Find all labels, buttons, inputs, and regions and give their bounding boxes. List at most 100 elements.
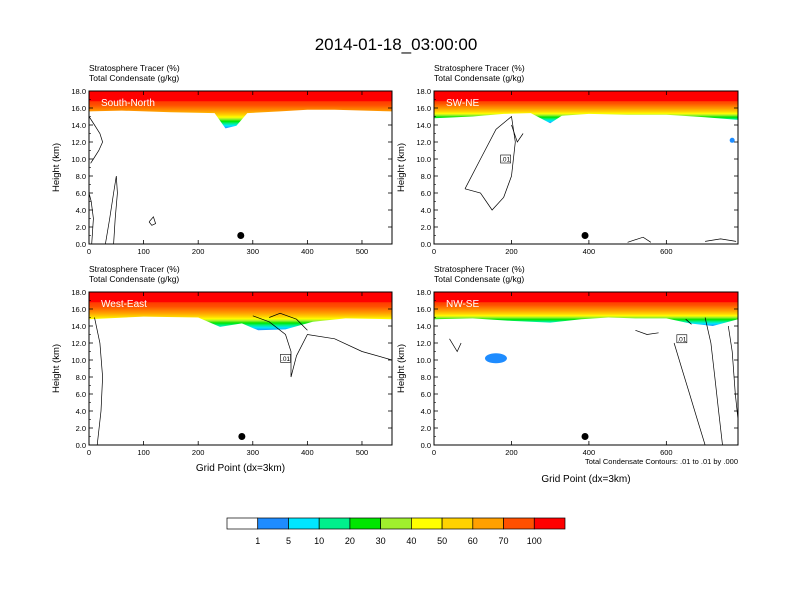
y-tick-label: 6.0 [421, 390, 431, 399]
y-tick-label: 6.0 [76, 189, 86, 198]
condensate-contour [704, 317, 723, 445]
x-axis-label: Grid Point (dx=3km) [196, 463, 285, 474]
tracer-max-band [434, 292, 738, 303]
panel-label: NW-SE [446, 299, 479, 310]
y-tick-label: 12.0 [71, 138, 86, 147]
colorbar-swatch [380, 517, 412, 530]
y-tick-label: 8.0 [76, 373, 86, 382]
colorbar-swatch [226, 517, 259, 530]
condensate-contour [705, 238, 737, 242]
colorbar-label: 60 [468, 536, 478, 546]
x-tick-label: 0 [432, 247, 436, 256]
x-tick-label: 0 [432, 448, 436, 457]
panel-nw-se: Stratosphere Tracer (%)Total Condensate … [396, 264, 739, 485]
x-tick-label: 0 [87, 448, 91, 457]
y-tick-label: 4.0 [76, 206, 86, 215]
y-tick-label: 4.0 [421, 407, 431, 416]
y-axis-label: Height (km) [51, 143, 62, 192]
tracer-max-band [434, 91, 738, 102]
x-tick-label: 200 [192, 448, 205, 457]
y-axis-label: Height (km) [396, 143, 407, 192]
y-tick-label: 0.0 [76, 441, 86, 450]
y-tick-label: 4.0 [421, 206, 431, 215]
y-tick-label: 2.0 [76, 223, 86, 232]
y-tick-label: 6.0 [76, 390, 86, 399]
subtitle-condensate: Total Condensate (g/kg) [434, 73, 524, 83]
x-tick-label: 400 [301, 448, 314, 457]
colorbar: 1 5 10 20 30 40 50 60 70 100 [226, 517, 566, 546]
colorbar-label: 20 [345, 536, 355, 546]
location-marker [238, 433, 246, 440]
condensate-contour [94, 317, 103, 445]
colorbar-swatch [318, 517, 351, 530]
panels: Stratosphere Tracer (%)Total Condensate … [51, 63, 739, 485]
panel-west-east: Stratosphere Tracer (%)Total Condensate … [51, 264, 393, 474]
subtitle-tracer: Stratosphere Tracer (%) [434, 63, 525, 73]
y-tick-label: 10.0 [416, 356, 431, 365]
condensate-contour [105, 175, 118, 244]
condensate-contour [627, 236, 652, 243]
panel-label: South-North [101, 98, 155, 109]
figure-title: 2014-01-18_03:00:00 [315, 35, 478, 54]
condensate-contour [464, 115, 516, 211]
x-tick-label: 0 [87, 247, 91, 256]
tracer-max-band [89, 91, 392, 102]
plot-background [434, 91, 738, 244]
colorbar-label: 50 [437, 536, 447, 546]
condensate-contour [673, 342, 706, 445]
x-tick-label: 400 [583, 448, 596, 457]
condensate-contour [449, 338, 462, 353]
y-tick-label: 14.0 [416, 322, 431, 331]
y-tick-label: 10.0 [416, 155, 431, 164]
y-tick-label: 18.0 [71, 87, 86, 96]
colorbar-label: 40 [406, 536, 416, 546]
x-tick-label: 200 [505, 247, 518, 256]
colorbar-swatch [288, 517, 320, 530]
x-tick-label: 600 [660, 247, 673, 256]
x-tick-label: 500 [356, 448, 369, 457]
y-tick-label: 14.0 [71, 322, 86, 331]
y-tick-label: 2.0 [76, 424, 86, 433]
contour-label-box [676, 334, 688, 344]
condensate-contour [635, 329, 659, 335]
y-tick-label: 2.0 [421, 223, 431, 232]
subtitle-tracer: Stratosphere Tracer (%) [89, 264, 180, 274]
y-tick-label: 8.0 [76, 172, 86, 181]
condensate-contour [148, 216, 157, 226]
tracer-blob [484, 353, 507, 364]
colorbar-label: 100 [527, 536, 542, 546]
colorbar-swatch [533, 517, 566, 530]
panel-sw-ne: Stratosphere Tracer (%)Total Condensate … [396, 63, 739, 256]
y-tick-label: 2.0 [421, 424, 431, 433]
tracer-max-band [89, 292, 392, 303]
y-tick-label: 10.0 [71, 155, 86, 164]
x-axis-label: Grid Point (dx=3km) [541, 474, 630, 485]
y-tick-label: 16.0 [71, 104, 86, 113]
y-tick-label: 12.0 [416, 339, 431, 348]
x-tick-label: 200 [192, 247, 205, 256]
y-tick-label: 8.0 [421, 172, 431, 181]
y-tick-label: 8.0 [421, 373, 431, 382]
x-tick-label: 200 [505, 448, 518, 457]
y-tick-label: 10.0 [71, 356, 86, 365]
colorbar-label: 70 [499, 536, 509, 546]
panel-label: West-East [101, 299, 147, 310]
y-tick-label: 4.0 [76, 407, 86, 416]
panel-label: SW-NE [446, 98, 479, 109]
colorbar-label: 5 [286, 536, 291, 546]
colorbar-swatch [257, 517, 289, 530]
y-tick-label: 0.0 [76, 240, 86, 249]
y-tick-label: 18.0 [416, 87, 431, 96]
x-tick-label: 600 [660, 448, 673, 457]
y-axis-label: Height (km) [396, 344, 407, 393]
y-tick-label: 12.0 [416, 138, 431, 147]
contour-label: .01 [501, 157, 510, 164]
y-axis-label: Height (km) [51, 344, 62, 393]
location-marker [237, 232, 245, 239]
condensate-contour [89, 116, 103, 164]
subtitle-condensate: Total Condensate (g/kg) [89, 73, 179, 83]
x-tick-label: 300 [247, 448, 260, 457]
x-tick-label: 100 [137, 247, 150, 256]
x-tick-label: 500 [356, 247, 369, 256]
